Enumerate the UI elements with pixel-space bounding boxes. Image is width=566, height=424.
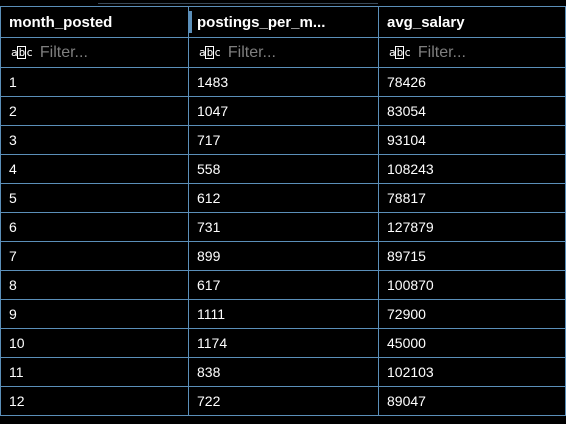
cell-avg-salary[interactable]: 72900: [378, 299, 566, 329]
cell-month-posted[interactable]: 11: [0, 357, 189, 387]
cell-avg-salary[interactable]: 100870: [378, 270, 566, 300]
table-row[interactable]: 3 717 93104: [0, 125, 566, 155]
cell-month-posted[interactable]: 7: [0, 241, 189, 271]
cell-postings-per-month[interactable]: 1111: [188, 299, 379, 329]
cell-postings-per-month[interactable]: 1047: [188, 96, 379, 126]
table-row[interactable]: 4 558 108243: [0, 154, 566, 184]
filter-row: abc abc abc: [0, 37, 566, 68]
table-row[interactable]: 10 1174 45000: [0, 328, 566, 358]
table-row[interactable]: 11 838 102103: [0, 357, 566, 387]
cell-avg-salary[interactable]: 102103: [378, 357, 566, 387]
column-header-avg-salary[interactable]: avg_salary: [378, 6, 566, 38]
cell-month-posted[interactable]: 6: [0, 212, 189, 242]
cell-month-posted[interactable]: 3: [0, 125, 189, 155]
table-row[interactable]: 7 899 89715: [0, 241, 566, 271]
cell-postings-per-month[interactable]: 722: [188, 386, 379, 416]
cell-month-posted[interactable]: 1: [0, 67, 189, 97]
filter-input-postings-per-month[interactable]: [227, 43, 368, 62]
cell-postings-per-month[interactable]: 612: [188, 183, 379, 213]
column-header-label: month_posted: [9, 13, 113, 31]
cell-postings-per-month[interactable]: 899: [188, 241, 379, 271]
table-row[interactable]: 9 1111 72900: [0, 299, 566, 329]
cell-postings-per-month[interactable]: 731: [188, 212, 379, 242]
table-row[interactable]: 8 617 100870: [0, 270, 566, 300]
column-header-label: postings_per_m...: [197, 13, 326, 31]
cell-postings-per-month[interactable]: 558: [188, 154, 379, 184]
cell-avg-salary[interactable]: 78426: [378, 67, 566, 97]
cell-postings-per-month[interactable]: 1483: [188, 67, 379, 97]
cell-postings-per-month[interactable]: 617: [188, 270, 379, 300]
cell-avg-salary[interactable]: 108243: [378, 154, 566, 184]
cell-month-posted[interactable]: 12: [0, 386, 189, 416]
data-grid: month_posted postings_per_m... avg_salar…: [0, 6, 566, 416]
filter-input-month-posted[interactable]: [39, 43, 180, 62]
top-strip-line: [98, 3, 378, 4]
table-row[interactable]: 1 1483 78426: [0, 67, 566, 97]
cell-month-posted[interactable]: 5: [0, 183, 189, 213]
cell-avg-salary[interactable]: 45000: [378, 328, 566, 358]
table-row[interactable]: 2 1047 83054: [0, 96, 566, 126]
cell-avg-salary[interactable]: 89047: [378, 386, 566, 416]
cell-postings-per-month[interactable]: 717: [188, 125, 379, 155]
table-row[interactable]: 5 612 78817: [0, 183, 566, 213]
cell-month-posted[interactable]: 2: [0, 96, 189, 126]
table-row[interactable]: 12 722 89047: [0, 386, 566, 416]
top-strip: [0, 0, 566, 6]
column-resize-handle[interactable]: [189, 11, 192, 33]
column-header-label: avg_salary: [387, 13, 465, 31]
cell-avg-salary[interactable]: 83054: [378, 96, 566, 126]
cell-postings-per-month[interactable]: 838: [188, 357, 379, 387]
grid-bottom-area: [0, 418, 566, 424]
cell-avg-salary[interactable]: 78817: [378, 183, 566, 213]
cell-avg-salary[interactable]: 89715: [378, 241, 566, 271]
column-header-month-posted[interactable]: month_posted: [0, 6, 189, 38]
filter-input-avg-salary[interactable]: [417, 43, 558, 62]
table-row[interactable]: 6 731 127879: [0, 212, 566, 242]
cell-avg-salary[interactable]: 127879: [378, 212, 566, 242]
column-header-postings-per-month[interactable]: postings_per_m...: [188, 6, 379, 38]
cell-month-posted[interactable]: 4: [0, 154, 189, 184]
header-row: month_posted postings_per_m... avg_salar…: [0, 6, 566, 38]
cell-postings-per-month[interactable]: 1174: [188, 328, 379, 358]
cell-avg-salary[interactable]: 93104: [378, 125, 566, 155]
cell-month-posted[interactable]: 8: [0, 270, 189, 300]
cell-month-posted[interactable]: 9: [0, 299, 189, 329]
cell-month-posted[interactable]: 10: [0, 328, 189, 358]
